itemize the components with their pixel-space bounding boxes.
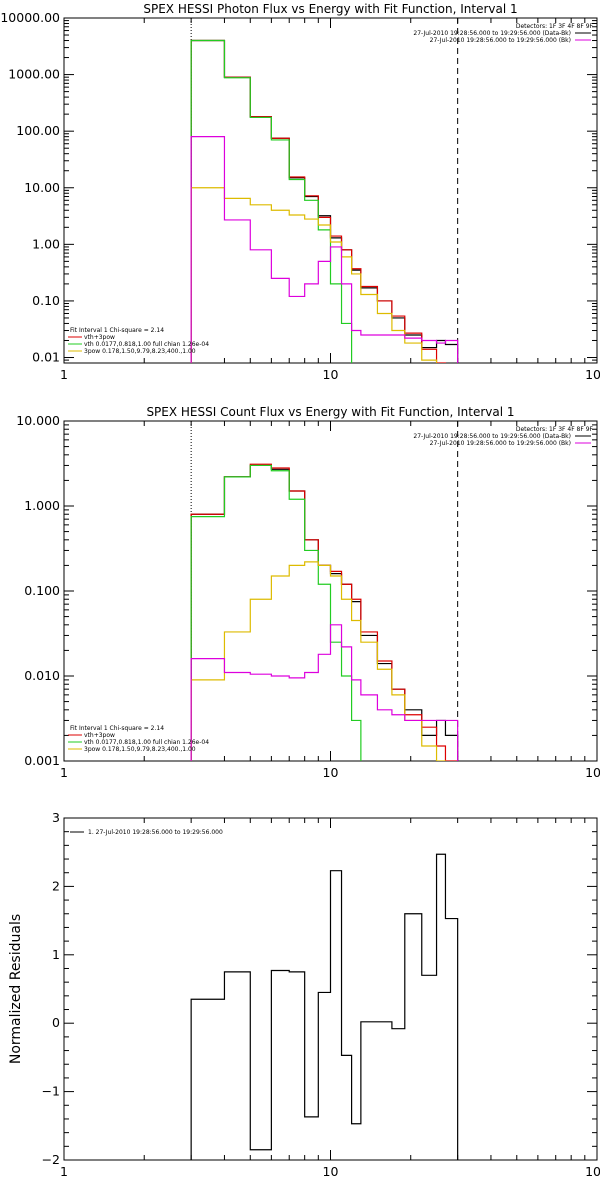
y-tick-label: 1000.00: [8, 67, 60, 82]
fit-legend-entry: Fit Interval 1 Chi-square = 2.14: [70, 725, 164, 732]
series-data-bk: [190, 464, 459, 761]
x-tick-label: 100: [585, 367, 600, 382]
chart-title: SPEX HESSI Count Flux vs Energy with Fit…: [146, 405, 514, 419]
y-tick-label: 0.010: [24, 668, 60, 683]
y-tick-label: 1: [52, 947, 60, 962]
series-1-27-jul-2010-19-28-56-000-to-19-29-56-000: [190, 853, 459, 1160]
legend-top-entry: 27-Jul-2010 19:28:56.000 to 19:29:56.000…: [413, 30, 571, 37]
residual-legend-entry: 1. 27-Jul-2010 19:28:56.000 to 19:29:56.…: [88, 829, 223, 836]
series-group: [190, 853, 459, 1160]
plot-frame: [63, 17, 598, 364]
y-tick-label: 3: [52, 810, 60, 825]
y-tick-label: 1.00: [32, 236, 60, 251]
fit-legend-entry: vth 0.0177,0.818,1.00 full chian 1.26e-0…: [84, 341, 209, 348]
fit-legend-entry: vth+3pow: [84, 334, 115, 341]
fit-legend-entry: 3pow 0.178,1.50,9.79,8.23,400.,1.00: [84, 348, 196, 355]
y-tick-label: 2: [52, 878, 60, 893]
y-tick-label: 0.01: [32, 350, 60, 365]
series-vth: [190, 464, 362, 761]
y-tick-label: 0.10: [32, 293, 60, 308]
chart-title: SPEX HESSI Photon Flux vs Energy with Fi…: [143, 2, 517, 16]
series-vth: [190, 39, 353, 363]
series-3pow: [190, 187, 438, 363]
y-tick-label: −2: [42, 1152, 60, 1167]
series-group: [190, 463, 459, 761]
x-tick-label: 10: [323, 367, 339, 382]
series-vth-3pow: [190, 39, 447, 363]
legend-top-entry: Detectors: 1F 3F 4F 8F 9F: [516, 23, 594, 30]
y-tick-label: 10.00: [24, 180, 60, 195]
series-bk: [190, 136, 459, 363]
fit-legend-entry: vth+3pow: [84, 732, 115, 739]
x-tick-label: 1: [60, 765, 68, 780]
y-tick-label: 0.100: [24, 583, 60, 598]
legend-top-entry: 27-Jul-2010 19:28:56.000 to 19:29:56.000…: [430, 37, 571, 44]
y-tick-label: 10000.00: [0, 10, 60, 25]
series-3pow: [190, 561, 447, 761]
panel-2: [63, 420, 598, 762]
x-tick-label: 1: [60, 1164, 68, 1179]
x-tick-label: 10: [323, 765, 339, 780]
legend-top-entry: 27-Jul-2010 19:28:56.000 to 19:29:56.000…: [430, 440, 571, 447]
series-data-bk: [190, 39, 459, 363]
panel-3: [63, 817, 598, 1161]
y-tick-label: 100.00: [16, 123, 60, 138]
fit-legend-entry: 3pow 0.178,1.50,9.79,8.23,400.,1.00: [84, 746, 196, 753]
fit-legend-entry: Fit Interval 1 Chi-square = 2.14: [70, 327, 164, 334]
fit-legend-entry: vth 0.0177,0.818,1.00 full chian 1.26e-0…: [84, 739, 209, 746]
y-tick-label: 0: [52, 1015, 60, 1030]
y-tick-label: 0.001: [24, 753, 60, 768]
x-tick-label: 1: [60, 367, 68, 382]
x-tick-label: 100: [585, 1164, 600, 1179]
series-group: [190, 39, 459, 363]
series-vth-3pow: [190, 463, 459, 761]
y-tick-label: −1: [42, 1084, 60, 1099]
series-bk: [190, 624, 459, 761]
y-tick-label: 1.000: [24, 498, 60, 513]
x-tick-label: 10: [323, 1164, 339, 1179]
panel-1: [63, 17, 598, 364]
y-axis-label: Normalized Residuals: [8, 914, 24, 1064]
legend-top-entry: Detectors: 1F 3F 4F 8F 9F: [516, 426, 594, 433]
y-tick-label: 10.000: [16, 413, 60, 428]
x-tick-label: 100: [585, 765, 600, 780]
legend-top-entry: 27-Jul-2010 19:28:56.000 to 19:29:56.000…: [413, 433, 571, 440]
